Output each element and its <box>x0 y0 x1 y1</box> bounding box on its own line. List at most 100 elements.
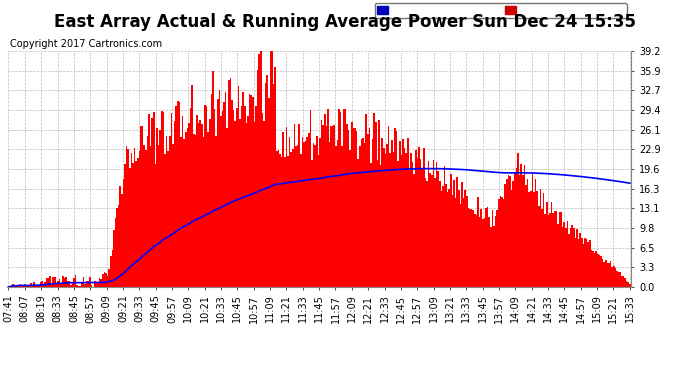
Bar <box>62 276 63 287</box>
Bar <box>65 276 67 287</box>
Bar <box>81 282 83 287</box>
Bar <box>546 202 547 287</box>
Bar <box>126 146 128 287</box>
Bar <box>155 164 156 287</box>
Bar <box>43 284 44 287</box>
Bar <box>220 116 221 287</box>
Bar <box>158 145 159 287</box>
Bar <box>78 286 79 287</box>
Bar <box>361 139 362 287</box>
Bar <box>83 278 84 287</box>
Bar <box>108 269 110 287</box>
Bar <box>277 150 279 287</box>
Bar <box>434 178 435 287</box>
Bar <box>431 175 433 287</box>
Bar <box>169 136 170 287</box>
Bar <box>480 209 482 287</box>
Bar <box>150 146 151 287</box>
Bar <box>207 132 209 287</box>
Bar <box>305 141 306 287</box>
Bar <box>70 285 72 287</box>
Bar <box>586 239 587 287</box>
Bar <box>201 123 203 287</box>
Bar <box>166 136 168 287</box>
Bar <box>520 164 522 287</box>
Bar <box>270 51 271 287</box>
Bar <box>319 138 321 287</box>
Bar <box>27 285 28 287</box>
Bar <box>571 225 573 287</box>
Bar <box>212 71 214 287</box>
Bar <box>233 110 235 287</box>
Bar <box>575 238 576 287</box>
Bar <box>292 149 293 287</box>
Bar <box>515 168 518 287</box>
Bar <box>46 278 48 287</box>
Bar <box>332 126 333 287</box>
Bar <box>328 142 331 287</box>
Bar <box>37 286 38 287</box>
Bar <box>466 196 468 287</box>
Bar <box>616 271 618 287</box>
Bar <box>48 278 49 287</box>
Bar <box>388 126 389 287</box>
Bar <box>589 240 591 287</box>
Bar <box>581 238 582 287</box>
Bar <box>326 126 327 287</box>
Bar <box>477 197 479 287</box>
Bar <box>624 278 626 287</box>
Bar <box>428 160 429 287</box>
Bar <box>580 233 581 287</box>
Bar <box>418 147 420 287</box>
Bar <box>206 106 207 287</box>
Bar <box>203 137 204 287</box>
Bar <box>417 158 418 287</box>
Bar <box>485 209 487 287</box>
Bar <box>345 108 346 287</box>
Bar <box>175 106 177 287</box>
Bar <box>340 112 342 287</box>
Bar <box>611 267 613 287</box>
Bar <box>104 273 105 287</box>
Bar <box>584 238 586 287</box>
Bar <box>23 285 26 287</box>
Bar <box>423 148 424 287</box>
Bar <box>469 209 471 287</box>
Bar <box>399 141 401 287</box>
Bar <box>389 153 391 287</box>
Bar <box>560 212 562 287</box>
Bar <box>393 152 394 287</box>
Bar <box>39 282 41 287</box>
Bar <box>555 211 557 287</box>
Bar <box>119 186 121 287</box>
Bar <box>382 138 383 287</box>
Bar <box>196 115 198 287</box>
Bar <box>210 94 212 287</box>
Bar <box>367 134 368 287</box>
Bar <box>239 120 241 287</box>
Bar <box>522 175 524 287</box>
Bar <box>159 130 161 287</box>
Bar <box>415 150 417 287</box>
Bar <box>287 156 289 287</box>
Bar <box>224 102 225 287</box>
Bar <box>44 282 46 287</box>
Bar <box>123 179 124 287</box>
Bar <box>445 184 447 287</box>
Bar <box>142 126 144 287</box>
Bar <box>496 210 498 287</box>
Bar <box>396 131 397 287</box>
Bar <box>377 160 378 287</box>
Bar <box>413 174 415 287</box>
Bar <box>265 84 266 287</box>
Bar <box>275 67 276 287</box>
Bar <box>16 285 17 287</box>
Bar <box>21 285 22 287</box>
Bar <box>371 164 372 287</box>
Bar <box>315 145 316 287</box>
Bar <box>49 276 51 287</box>
Bar <box>626 281 627 287</box>
Bar <box>383 148 384 287</box>
Bar <box>535 179 536 287</box>
Bar <box>359 146 361 287</box>
